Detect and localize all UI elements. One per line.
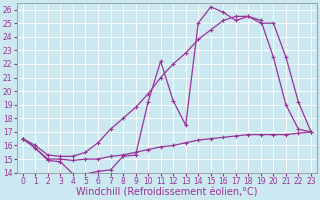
X-axis label: Windchill (Refroidissement éolien,°C): Windchill (Refroidissement éolien,°C) bbox=[76, 187, 258, 197]
